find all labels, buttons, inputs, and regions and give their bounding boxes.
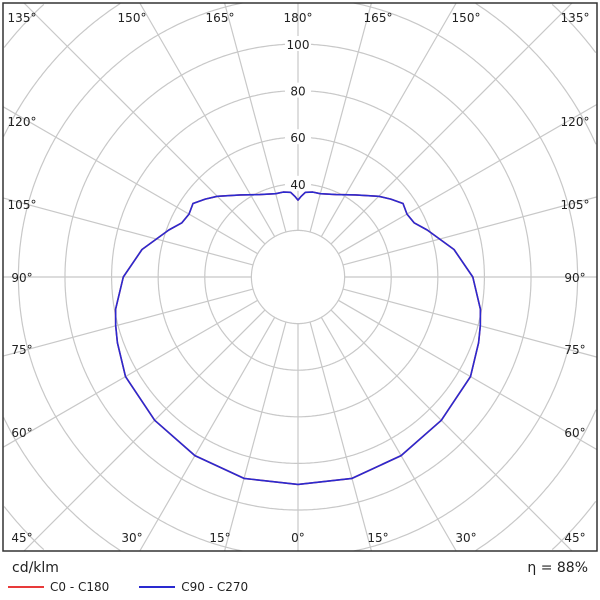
grid-radial-line [338, 103, 598, 255]
unit-label: cd/klm [12, 560, 59, 576]
legend-swatch-c90 [139, 586, 176, 588]
grid-radial-line [342, 196, 598, 266]
grid-radial-line [2, 106, 258, 255]
radial-tick-label: 60 [290, 131, 305, 145]
plot-frame [2, 2, 598, 552]
grid-radial-line [330, 309, 573, 552]
angle-label: 60° [564, 426, 585, 440]
legend-item-c90: C90 - C270 [139, 580, 248, 594]
efficiency-label: η = 88% [527, 560, 588, 576]
angle-label: 120° [8, 115, 37, 129]
grid-circle [250, 229, 346, 325]
tick-label-background [285, 129, 311, 145]
grid-radial-line [139, 2, 276, 237]
legend-label-c0: C0 - C180 [50, 580, 110, 594]
angle-label: 60° [11, 426, 32, 440]
angle-label: 165° [206, 11, 235, 25]
angle-label: 75° [564, 343, 585, 357]
angle-label: 45° [11, 531, 32, 545]
legend-label-c90: C90 - C270 [181, 580, 249, 594]
angle-label: 45° [564, 531, 585, 545]
angle-label: 105° [561, 198, 590, 212]
radial-tick-label: 80 [290, 85, 305, 99]
grid-radial-line [224, 2, 287, 233]
angle-label: 15° [367, 531, 388, 545]
radial-tick-label: 40 [290, 178, 305, 192]
grid-radial-line [224, 321, 287, 552]
grid-radial-line [139, 317, 276, 552]
angle-label: 150° [118, 11, 147, 25]
angle-label: 90° [11, 271, 32, 285]
angle-label: 30° [455, 531, 476, 545]
grid-radial-line [309, 2, 372, 233]
angle-label: 0° [291, 531, 305, 545]
angle-label: 15° [209, 531, 230, 545]
tick-label-background [285, 175, 311, 191]
angle-label: 90° [564, 271, 585, 285]
angle-label: 135° [8, 11, 37, 25]
radial-tick-label: 100 [287, 38, 310, 52]
angle-label: 150° [452, 11, 481, 25]
grid-radial-line [309, 321, 372, 552]
legend-swatch-c0 [8, 586, 44, 588]
angle-label: 135° [561, 11, 590, 25]
grid-radial-line [23, 309, 266, 552]
grid-radial-line [320, 317, 457, 552]
tick-label-background [285, 82, 311, 98]
legend: C0 - C180 C90 - C270 [8, 580, 278, 594]
grid-radial-line [330, 2, 573, 245]
angle-label: 165° [364, 11, 393, 25]
angle-label: 105° [8, 198, 37, 212]
grid-radial-line [320, 2, 457, 237]
tick-label-background [285, 36, 311, 51]
grid-radial-line [2, 197, 254, 266]
angle-label: 180° [284, 11, 313, 25]
legend-item-c0: C0 - C180 [8, 580, 109, 594]
series-curve-c90-c270 [114, 191, 482, 486]
grid-circle [3, 2, 597, 552]
grid-circle [3, 3, 597, 551]
grid-radial-line [2, 299, 258, 448]
grid-radial-line [2, 288, 254, 357]
angle-label: 30° [121, 531, 142, 545]
angle-label: 75° [11, 343, 32, 357]
angle-label: 120° [561, 115, 590, 129]
grid-radial-line [23, 2, 266, 245]
grid-radial-line [338, 299, 598, 451]
grid-radial-line [342, 288, 598, 358]
